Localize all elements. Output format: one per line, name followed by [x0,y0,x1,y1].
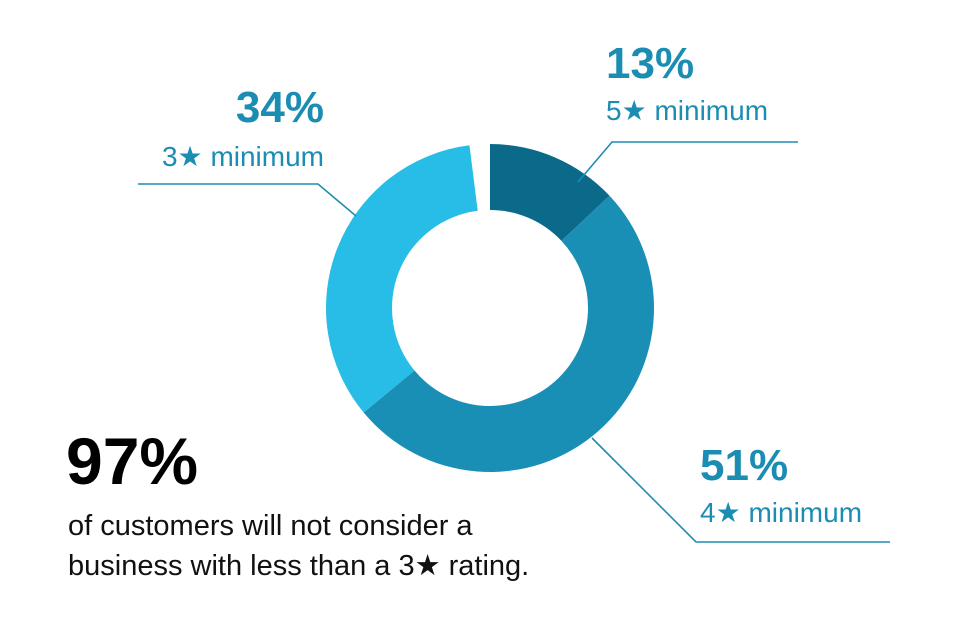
leader-line-5-star [577,141,798,183]
data-label-value-3-star: 34% [236,83,324,132]
headline-caption: of customers will not consider a busines… [68,506,628,586]
data-label-value-5-star: 13% [606,39,694,88]
data-label-category-5-star: 5★ minimum [606,95,768,126]
donut-slice-3-star [325,145,478,413]
data-label-category-4-star: 4★ minimum [700,497,862,528]
leader-line-4-star [591,437,890,543]
data-label-category-3-star: 3★ minimum [162,141,324,172]
caption-line-2: business with less than a 3★ rating. [68,550,530,582]
donut-slice-5-star [490,144,610,241]
donut-slices [325,144,655,473]
donut-slice-4-star [363,195,655,473]
leader-line-3-star [138,183,357,217]
leader-lines [138,141,890,543]
data-label-value-4-star: 51% [700,441,788,490]
headline-stat: 97% [66,424,199,498]
caption-line-1: of customers will not consider a [68,510,473,542]
